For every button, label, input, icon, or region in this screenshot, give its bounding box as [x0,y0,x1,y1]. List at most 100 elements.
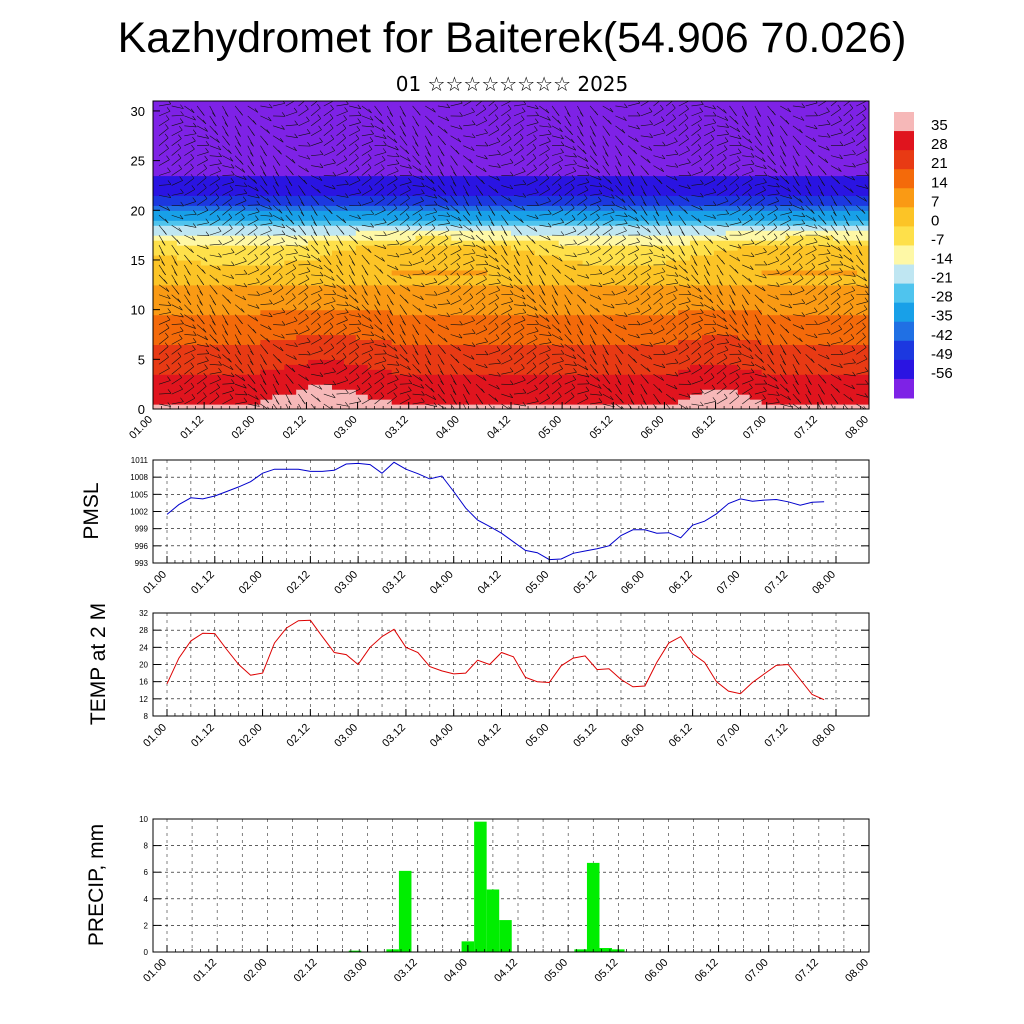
wind-barb-flag [268,226,272,231]
temperature-cell [737,135,751,142]
wind-barb-flag [304,238,308,244]
temperature-cell [188,200,202,206]
wind-barb-shaft [323,383,336,386]
temperature-cell [248,279,261,286]
temperature-cell [570,269,584,276]
temperature-cell [176,245,190,251]
temperature-cell [797,389,810,395]
wind-barb-shaft [361,167,372,176]
wind-barb-flag [263,181,268,186]
temperature-cell [260,225,273,231]
wind-barb-shaft [336,184,349,186]
temperature-cell [654,165,667,172]
temperature-cell [785,349,798,355]
temperature-cell [343,289,357,296]
temperature-cell [153,344,166,350]
wind-barb-shaft [260,334,270,343]
temperature-cell [594,200,608,206]
wind-barb-shaft [399,181,412,186]
temperature-cell [284,250,297,256]
temperature-cell [785,314,798,321]
temperature-cell [403,240,417,246]
temperature-cell [761,190,775,196]
temperature-cell [785,155,798,162]
temperature-cell [367,120,381,127]
temperature-cell [785,180,798,187]
temperature-cell [188,115,202,122]
wind-barb-flag [403,349,408,355]
temperature-cell [678,339,691,346]
temperature-cell [546,274,560,281]
temperature-cell [176,344,190,350]
temperature-cell [749,259,763,266]
temperature-cell [153,329,166,336]
temperature-cell [403,130,417,137]
temperature-cell [224,145,238,152]
wind-barb-flag [290,170,294,176]
temperature-cell [248,155,261,162]
wind-barb-shaft [349,214,361,220]
temperature-cell [463,185,476,192]
temperature-cell [582,319,596,326]
temperature-cell [451,309,464,316]
temperature-cell [690,255,703,261]
temperature-cell [260,180,273,187]
temperature-cell [487,230,500,236]
temperature-cell [666,319,679,326]
temperature-cell [511,110,524,117]
temperature-cell [845,101,858,107]
temperature-cell [558,399,572,405]
temperature-cell [797,200,810,206]
temperature-cell [761,324,775,331]
wind-barb-flag [345,301,349,306]
temperature-cell [475,274,488,281]
temperature-cell [570,180,584,187]
wind-barb-flag [177,153,182,159]
temperature-cell [475,389,488,395]
temperature-cell [212,180,226,187]
temperature-cell [809,205,822,211]
temperature-cell [320,220,333,226]
wind-barb-flag [383,231,387,236]
wind-barb-flag [342,218,347,224]
temperature-cell [176,364,190,370]
temperature-cell [212,250,226,256]
temperature-cell [463,120,476,127]
temperature-cell [153,319,166,326]
temperature-cell [749,289,763,296]
temperature-cell [200,334,214,341]
wind-barb-shaft [387,163,400,166]
temperature-cell [797,304,810,311]
wind-barb-flag [192,223,197,228]
wind-barb-shaft [184,376,194,385]
wind-barb-flag [176,239,181,244]
temperature-cell [654,359,667,365]
temperature-cell [666,294,679,301]
temperature-cell [654,259,667,266]
temperature-cell [272,170,285,177]
wind-barb-shaft [260,238,271,246]
temperature-cell [403,364,417,370]
temperature-cell [391,120,405,127]
temperature-cell [439,150,452,157]
temperature-cell [749,404,763,409]
temperature-cell [343,284,357,291]
temperature-cell [761,274,775,281]
temperature-cell [260,255,273,261]
temperature-cell [188,195,202,201]
temperature-cell [857,200,869,206]
wind-barb-flag [241,223,245,228]
wind-barb-flag [381,164,385,169]
temperature-cell [713,309,727,316]
temperature-cell [487,309,500,316]
temperature-cell [785,334,798,341]
temperature-cell [833,245,846,251]
temperature-cell [642,279,655,286]
temperature-cell [857,225,869,231]
temperature-cell [391,259,405,266]
wind-barb-flag [353,290,357,295]
temperature-cell [546,245,560,251]
temperature-cell [821,344,834,350]
temperature-cell [212,220,226,226]
temperature-cell [845,339,858,346]
